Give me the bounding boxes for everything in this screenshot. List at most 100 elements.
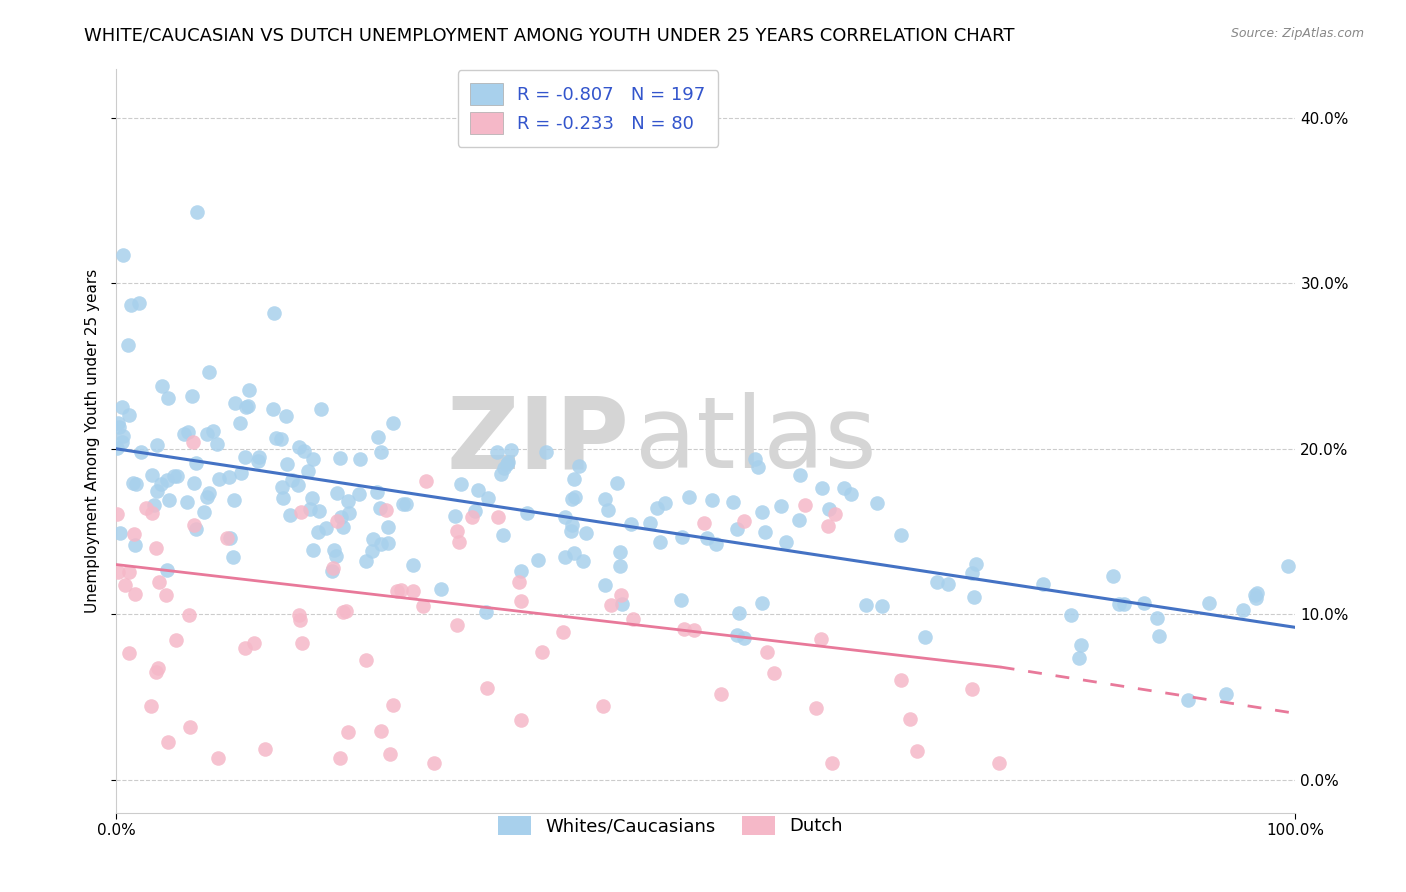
- Point: [139, 699, 162, 714]
- Point: [669, 593, 692, 607]
- Point: [264, 431, 287, 445]
- Point: [120, 298, 142, 312]
- Point: [654, 496, 676, 510]
- Point: [238, 399, 260, 413]
- Point: [1246, 586, 1268, 600]
- Point: [568, 459, 591, 474]
- Point: [233, 450, 256, 464]
- Point: [402, 558, 425, 572]
- Point: [492, 460, 515, 475]
- Point: [382, 416, 405, 430]
- Point: [301, 491, 323, 505]
- Point: [610, 597, 633, 611]
- Point: [107, 566, 129, 580]
- Point: [297, 464, 319, 478]
- Point: [108, 526, 131, 541]
- Point: [905, 744, 928, 758]
- Point: [870, 599, 893, 613]
- Point: [377, 519, 399, 533]
- Point: [763, 666, 786, 681]
- Point: [704, 537, 727, 551]
- Point: [367, 430, 389, 444]
- Point: [378, 747, 401, 761]
- Point: [1244, 591, 1267, 605]
- Point: [821, 756, 844, 770]
- Point: [477, 491, 499, 506]
- Point: [560, 524, 582, 539]
- Point: [787, 513, 810, 527]
- Point: [290, 636, 312, 650]
- Point: [163, 468, 186, 483]
- Point: [804, 700, 827, 714]
- Point: [609, 544, 631, 558]
- Point: [370, 536, 392, 550]
- Text: Source: ZipAtlas.com: Source: ZipAtlas.com: [1230, 27, 1364, 40]
- Point: [645, 501, 668, 516]
- Point: [366, 485, 388, 500]
- Point: [855, 598, 877, 612]
- Point: [817, 519, 839, 533]
- Point: [789, 467, 811, 482]
- Point: [118, 566, 141, 580]
- Point: [621, 612, 644, 626]
- Point: [122, 476, 145, 491]
- Point: [562, 472, 585, 486]
- Point: [125, 476, 148, 491]
- Point: [195, 427, 218, 442]
- Point: [105, 507, 128, 521]
- Point: [648, 534, 671, 549]
- Legend: Whites/Caucasians, Dutch: Whites/Caucasians, Dutch: [489, 807, 852, 845]
- Point: [415, 475, 437, 489]
- Point: [496, 457, 519, 471]
- Point: [262, 401, 284, 416]
- Point: [866, 496, 889, 510]
- Point: [492, 528, 515, 542]
- Point: [193, 504, 215, 518]
- Point: [377, 535, 399, 549]
- Point: [486, 444, 509, 458]
- Point: [145, 541, 167, 556]
- Point: [270, 480, 292, 494]
- Point: [702, 492, 724, 507]
- Point: [475, 681, 498, 695]
- Point: [321, 564, 343, 578]
- Point: [744, 451, 766, 466]
- Point: [183, 475, 205, 490]
- Point: [554, 550, 576, 565]
- Point: [450, 477, 472, 491]
- Point: [219, 531, 242, 545]
- Point: [960, 682, 983, 697]
- Point: [620, 517, 643, 532]
- Point: [146, 438, 169, 452]
- Point: [325, 485, 347, 500]
- Point: [111, 434, 134, 449]
- Point: [349, 451, 371, 466]
- Point: [111, 248, 134, 262]
- Point: [229, 466, 252, 480]
- Point: [832, 481, 855, 495]
- Point: [595, 492, 617, 507]
- Point: [332, 605, 354, 619]
- Point: [233, 640, 256, 655]
- Point: [361, 533, 384, 547]
- Point: [491, 467, 513, 482]
- Point: [509, 713, 531, 727]
- Point: [561, 492, 583, 507]
- Point: [475, 606, 498, 620]
- Point: [354, 653, 377, 667]
- Point: [263, 306, 285, 320]
- Point: [202, 425, 225, 439]
- Point: [308, 504, 330, 518]
- Point: [307, 525, 329, 540]
- Point: [179, 720, 201, 734]
- Point: [173, 427, 195, 442]
- Point: [155, 473, 177, 487]
- Point: [287, 478, 309, 492]
- Point: [108, 420, 131, 434]
- Point: [561, 517, 583, 532]
- Point: [925, 575, 948, 590]
- Point: [288, 613, 311, 627]
- Point: [683, 623, 706, 637]
- Point: [391, 583, 413, 598]
- Point: [401, 584, 423, 599]
